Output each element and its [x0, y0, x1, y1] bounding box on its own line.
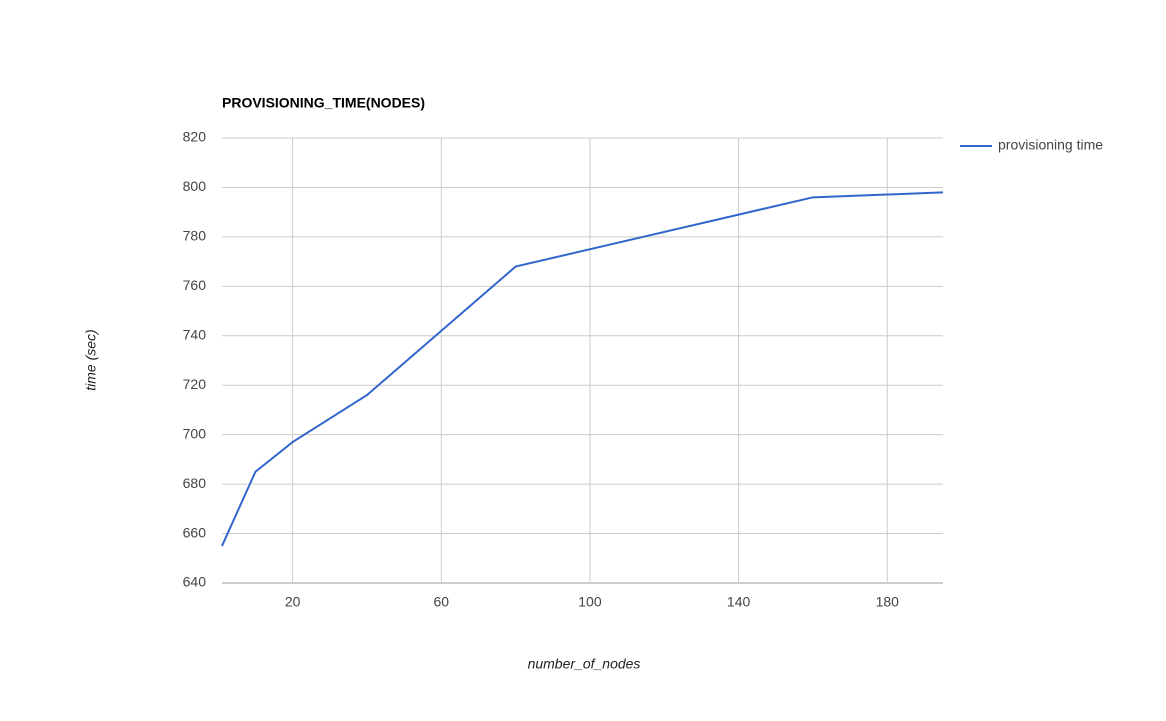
x-tick-label: 140: [727, 594, 751, 610]
y-tick-label: 680: [183, 475, 207, 491]
y-tick-label: 700: [183, 425, 207, 441]
y-tick-label: 720: [183, 376, 207, 392]
y-tick-label: 820: [183, 129, 207, 145]
chart-title: PROVISIONING_TIME(NODES): [222, 95, 425, 111]
x-tick-label: 60: [433, 594, 449, 610]
x-axis-label: number_of_nodes: [528, 656, 641, 672]
x-tick-label: 100: [578, 594, 602, 610]
x-tick-label: 180: [876, 594, 900, 610]
y-tick-label: 740: [183, 326, 207, 342]
y-axis-label: time (sec): [83, 329, 99, 390]
x-tick-label: 20: [285, 594, 301, 610]
legend-label: provisioning time: [998, 137, 1103, 153]
y-tick-label: 800: [183, 178, 207, 194]
y-tick-label: 660: [183, 524, 207, 540]
y-tick-label: 780: [183, 228, 207, 244]
y-tick-label: 640: [183, 574, 207, 590]
y-tick-label: 760: [183, 277, 207, 293]
line-series: [221, 191, 944, 547]
